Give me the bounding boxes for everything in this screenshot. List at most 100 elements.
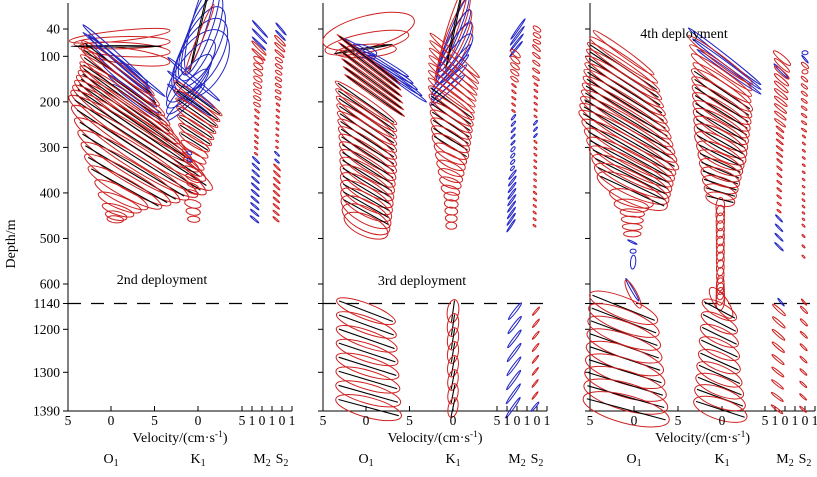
ellipse-r <box>715 228 725 247</box>
ellipse-r <box>801 163 806 167</box>
tidal-ellipse <box>177 114 215 141</box>
ellipse-b <box>509 33 524 52</box>
tidal-ellipse <box>799 305 809 315</box>
tidal-ellipse <box>801 204 806 209</box>
ellipse-r <box>800 61 810 70</box>
tidal-ellipse <box>773 103 788 114</box>
ellipse-r <box>774 118 786 128</box>
ellipse-r <box>799 393 808 401</box>
tidal-ellipse <box>773 80 789 94</box>
x-tick-label: 0 <box>782 413 789 428</box>
ellipse-r <box>533 165 538 170</box>
ellipse-b <box>507 175 517 187</box>
tidal-ellipse <box>531 342 540 352</box>
tidal-ellipse <box>533 159 538 163</box>
ellipse-r <box>582 391 670 428</box>
ellipse-r <box>801 198 806 203</box>
tidal-ellipse <box>506 342 522 363</box>
x-tick-label: 5 <box>65 413 72 428</box>
ellipse-r <box>251 40 267 56</box>
major-axis-line <box>340 120 395 158</box>
ellipse-r <box>715 243 725 262</box>
ellipse-b <box>687 27 762 86</box>
x-tick-label: 0 <box>802 413 809 428</box>
ellipse-r <box>801 156 806 160</box>
tidal-ellipse <box>431 125 470 154</box>
tidal-ellipse <box>774 110 787 121</box>
tidal-ellipse <box>250 195 260 204</box>
tidal-ellipse <box>446 313 460 337</box>
x-tick-label: 0 <box>279 413 286 428</box>
ellipse-k <box>189 0 213 73</box>
ellipse-r <box>775 138 784 146</box>
ellipse-b <box>250 202 260 211</box>
ellipse-r <box>533 95 539 100</box>
major-axis-line <box>341 136 395 172</box>
ellipse-r <box>531 342 540 352</box>
deployment-label-2nd: 2nd deployment <box>117 273 208 288</box>
S2-ellipse-column <box>799 50 810 413</box>
ellipse-r <box>338 41 402 91</box>
ellipse-r <box>693 395 748 423</box>
ellipse-r <box>187 215 201 223</box>
tidal-ellipse <box>695 372 745 400</box>
constituent-label-O1: O1 <box>626 452 641 469</box>
ellipse-r <box>254 121 260 126</box>
ellipse-r <box>444 214 458 223</box>
ellipse-r <box>701 298 738 322</box>
ellipse-r <box>771 354 785 366</box>
tidal-ellipse <box>701 298 738 322</box>
tidal-ellipse <box>509 25 525 46</box>
tidal-ellipse <box>775 131 785 140</box>
tidal-ellipse <box>275 133 280 137</box>
ellipse-r <box>275 127 280 131</box>
x-tick-label: 5 <box>587 413 594 428</box>
ellipse-b <box>180 0 221 76</box>
ellipse-b <box>507 302 523 321</box>
major-axis-line <box>80 78 182 150</box>
tidal-ellipse <box>94 179 149 211</box>
tidal-ellipse <box>274 95 282 101</box>
ellipse-b <box>506 342 522 363</box>
major-axis-line <box>696 388 744 407</box>
ellipse-r <box>801 211 806 215</box>
tidal-ellipse <box>275 139 279 143</box>
ellipse-r <box>275 139 279 143</box>
tidal-ellipse <box>774 214 784 223</box>
ellipse-r <box>335 366 401 394</box>
tidal-ellipse <box>334 80 398 126</box>
tidal-ellipse <box>249 208 260 217</box>
tidal-ellipse <box>272 176 281 185</box>
major-axis-line <box>340 128 395 165</box>
tidal-ellipse <box>532 204 537 208</box>
ellipse-r <box>800 83 809 90</box>
ellipse-b <box>508 169 517 180</box>
ellipse-r <box>182 156 205 171</box>
tidal-ellipse <box>274 49 285 59</box>
x-tick-label: 0 <box>195 413 202 428</box>
major-axis-line <box>433 127 468 151</box>
tidal-ellipse <box>82 24 149 84</box>
tidal-ellipse <box>447 397 459 418</box>
x-tick-label: 1 <box>544 413 551 428</box>
ellipse-r <box>694 384 746 412</box>
ellipse-r <box>698 157 742 183</box>
ellipse-r <box>609 188 654 209</box>
tidal-ellipse <box>339 164 395 202</box>
ellipse-r <box>801 69 809 75</box>
tidal-ellipse <box>509 33 524 52</box>
ellipse-r <box>272 216 280 223</box>
x-tick-label: 0 <box>514 413 521 428</box>
ellipse-r <box>715 251 725 269</box>
ellipse-r <box>253 151 259 156</box>
ellipse-b <box>507 200 517 213</box>
tidal-ellipse <box>708 286 734 319</box>
tidal-ellipse <box>588 145 673 194</box>
ellipse-r <box>180 139 209 159</box>
x-tick-label: 5 <box>320 413 327 428</box>
ellipse-r <box>339 156 395 195</box>
tidal-ellipse <box>508 169 517 180</box>
y-tick-label: 100 <box>40 49 61 64</box>
tidal-ellipse <box>510 62 520 71</box>
tidal-ellipse <box>507 200 517 213</box>
